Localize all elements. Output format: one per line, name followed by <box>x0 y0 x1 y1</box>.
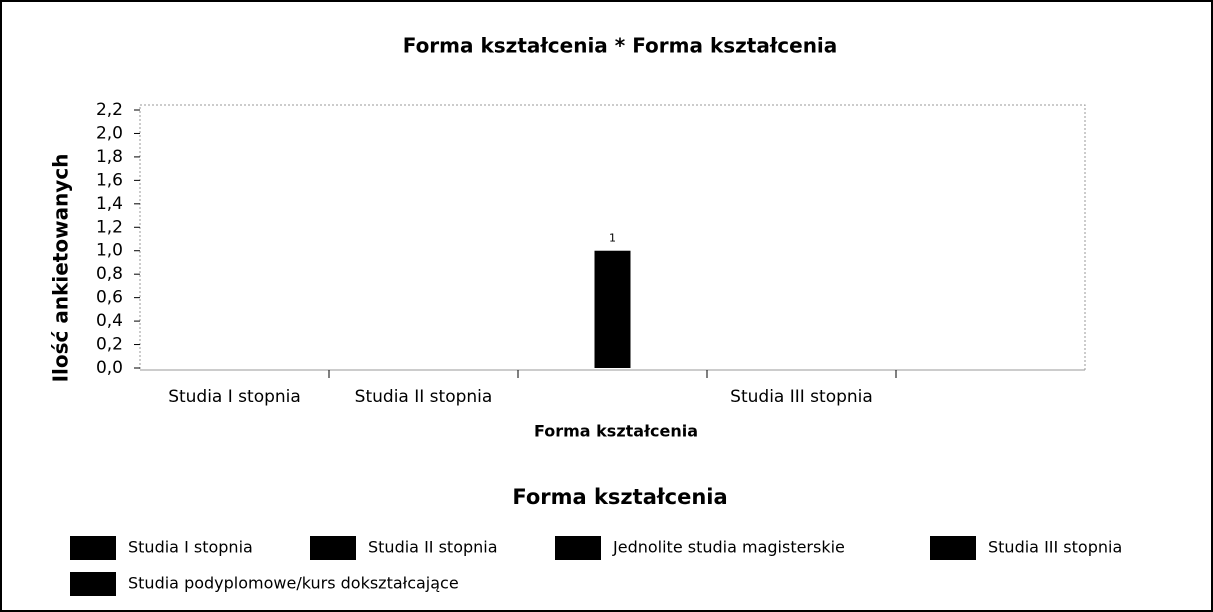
legend-swatch <box>70 536 116 560</box>
legend-label: Studia II stopnia <box>368 538 498 557</box>
x-tick-label: Studia II stopnia <box>355 387 493 407</box>
y-axis-label: Ilość ankietowanych <box>49 154 73 383</box>
y-tick-label: 1,0 <box>96 241 123 261</box>
x-tick-label: Studia I stopnia <box>168 387 301 407</box>
legend-label: Studia I stopnia <box>128 538 253 557</box>
y-tick-label: 0,2 <box>96 335 123 355</box>
y-tick-label: 1,4 <box>96 194 123 214</box>
y-tick-label: 1,8 <box>96 147 123 167</box>
legend-title: Forma kształcenia <box>512 485 727 509</box>
y-tick-label: 0,4 <box>96 311 123 331</box>
chart-title: Forma kształcenia * Forma kształcenia <box>403 34 838 58</box>
y-tick-label: 1,6 <box>96 170 123 190</box>
bar <box>594 250 631 368</box>
x-axis-label: Forma kształcenia <box>534 422 698 441</box>
y-tick-label: 0,0 <box>96 358 123 378</box>
y-tick-label: 2,2 <box>96 100 123 120</box>
legend-label: Studia III stopnia <box>988 538 1122 557</box>
legend-label: Studia podyplomowe/kurs dokształcające <box>128 574 459 593</box>
y-tick-label: 0,6 <box>96 288 123 308</box>
legend-swatch <box>930 536 976 560</box>
y-tick-label: 0,8 <box>96 264 123 284</box>
legend-swatch <box>310 536 356 560</box>
y-tick-label: 2,0 <box>96 123 123 143</box>
data-label: 1 <box>609 232 616 245</box>
legend-swatch <box>70 572 116 596</box>
plot-area <box>139 104 1086 371</box>
legend-label: Jednolite studia magisterskie <box>612 538 845 557</box>
legend-swatch <box>555 536 601 560</box>
y-tick-label: 1,2 <box>96 217 123 237</box>
x-tick-label: Studia III stopnia <box>730 387 873 407</box>
